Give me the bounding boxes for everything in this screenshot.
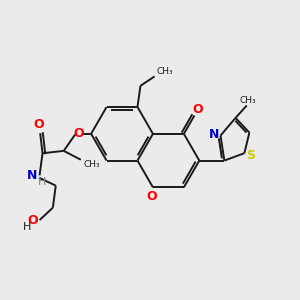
Text: H: H [23, 222, 31, 232]
Text: CH₃: CH₃ [84, 160, 100, 169]
Text: CH₃: CH₃ [157, 67, 173, 76]
Text: N: N [27, 169, 38, 182]
Text: H: H [38, 177, 46, 187]
Text: O: O [28, 214, 38, 227]
Text: O: O [34, 118, 44, 131]
Text: S: S [246, 149, 255, 162]
Text: O: O [146, 190, 157, 203]
Text: N: N [209, 128, 219, 141]
Text: O: O [193, 103, 203, 116]
Text: CH₃: CH₃ [240, 96, 256, 105]
Text: O: O [73, 127, 84, 140]
